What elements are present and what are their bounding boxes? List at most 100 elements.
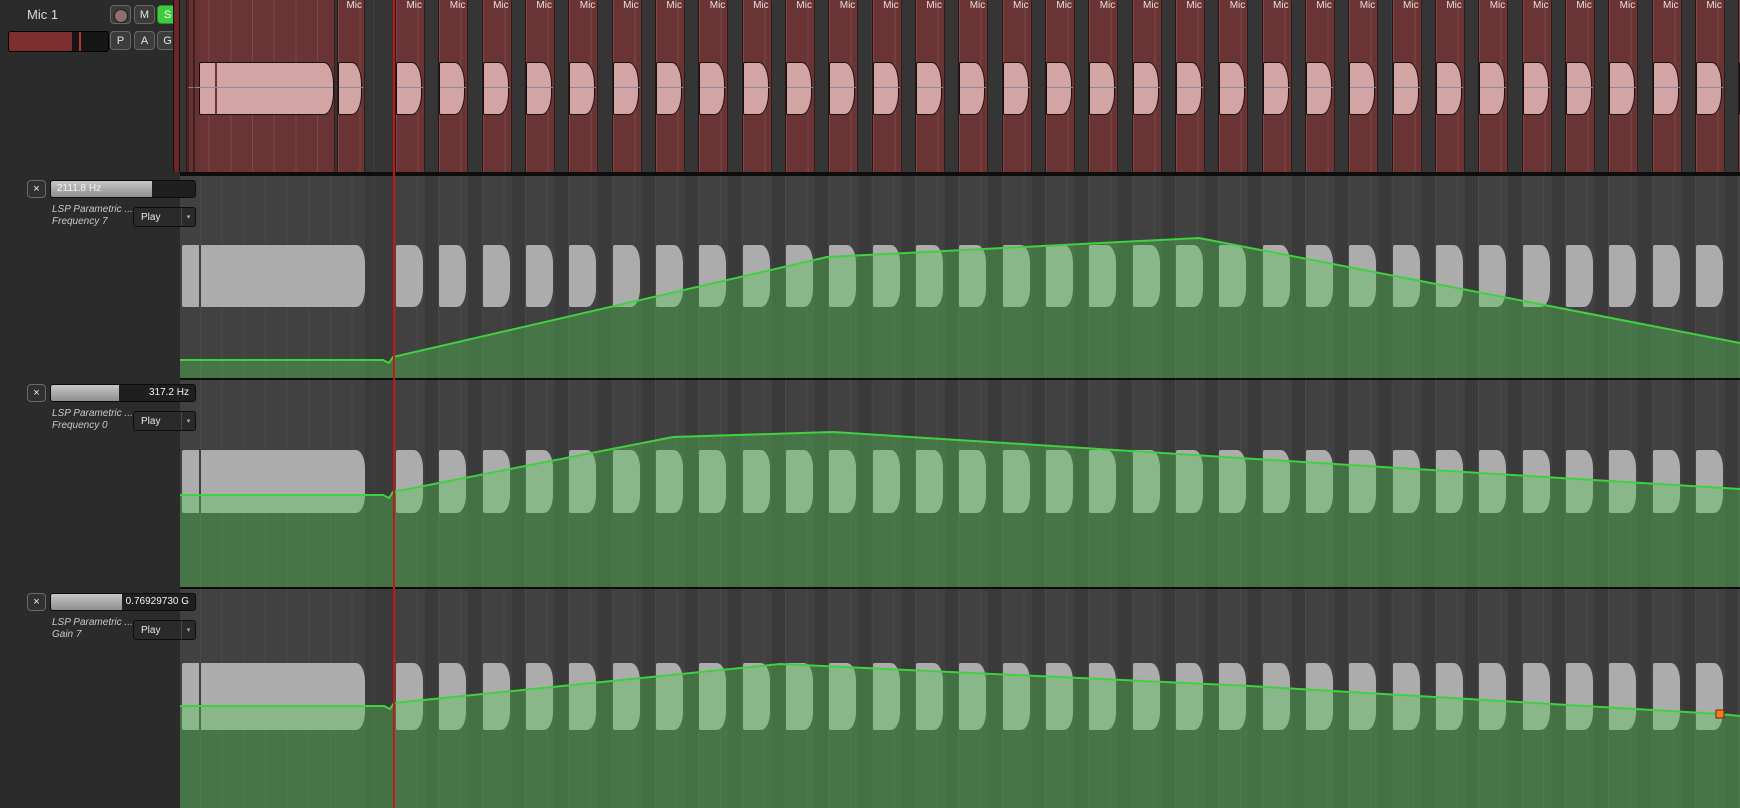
region-name-label: Mic (1359, 0, 1376, 11)
audio-region[interactable]: Mic (914, 0, 945, 172)
beat-gap-stripe (1118, 380, 1132, 587)
audio-region[interactable]: Mic (784, 0, 815, 172)
waveform (1002, 62, 1029, 115)
close-lane-button[interactable]: × (27, 180, 46, 198)
waveform-blob (482, 245, 510, 307)
mute-button[interactable]: M (134, 5, 155, 24)
playhead-cursor[interactable] (393, 0, 395, 808)
audio-region[interactable]: Mic (1608, 0, 1639, 172)
audio-track-lane[interactable]: Mic Mic Mic Mic Mic Mic Mic Mic Mic Mic Mic Mic Mic M… (180, 0, 1740, 172)
audio-region[interactable]: Mic (1564, 0, 1595, 172)
waveform-blob (182, 245, 365, 307)
audio-region[interactable] (186, 0, 335, 172)
audio-region[interactable]: Mic (1261, 0, 1292, 172)
audio-region[interactable]: Mic (438, 0, 469, 172)
beat-gap-stripe (1204, 176, 1219, 378)
audio-region[interactable]: Mic (958, 0, 989, 172)
audio-region[interactable]: Mic (654, 0, 685, 172)
parameter-name-label: Frequency 7 (52, 216, 108, 227)
beat-gap-stripe (1421, 589, 1435, 808)
lane-divider (180, 378, 1740, 380)
beat-gap-stripe (728, 380, 742, 587)
record-arm-button[interactable] (110, 5, 131, 24)
region-name-label: Mic (796, 0, 812, 11)
automation-mode-dropdown[interactable]: Play ▾ (133, 207, 196, 227)
waveform-centerline (339, 87, 363, 88)
beat-gap-stripe (1551, 589, 1565, 808)
audio-region[interactable]: Mic (337, 0, 365, 172)
beat-gap-stripe (1161, 176, 1175, 378)
gain-meter[interactable] (8, 31, 109, 52)
audio-region[interactable]: Mic (481, 0, 512, 172)
plugin-name-label: LSP Parametric ... (52, 204, 132, 215)
waveform-blob (959, 245, 987, 307)
waveform (872, 62, 899, 115)
waveform (1522, 62, 1549, 115)
audio-region[interactable]: Mic (1651, 0, 1682, 172)
audio-region[interactable]: Mic (871, 0, 902, 172)
audio-region[interactable]: Mic (568, 0, 599, 172)
beat-gap-stripe (1508, 176, 1522, 378)
audio-region[interactable]: Mic (1088, 0, 1119, 172)
beat-gap-stripe (1291, 589, 1305, 808)
automation-mode-dropdown[interactable]: Play ▾ (133, 620, 196, 640)
audio-region[interactable]: Mic (611, 0, 642, 172)
region-fade-in (187, 0, 199, 172)
audio-region[interactable]: Mic (1218, 0, 1249, 172)
automation-lane-frequency-0[interactable] (180, 380, 1740, 587)
track-controls-sidebar: Mic 1 M S P A G (0, 0, 180, 808)
close-lane-button[interactable]: × (27, 384, 46, 402)
waveform-blob (915, 245, 943, 307)
beat-gap-stripe (365, 589, 395, 808)
parameter-fader[interactable]: 317.2 Hz (50, 384, 196, 402)
waveform-blob (872, 663, 900, 730)
waveform-blob (569, 450, 597, 513)
region-name-label: Mic (1663, 0, 1679, 11)
audio-region[interactable]: Mic (1304, 0, 1335, 172)
region-name-label: Mic (1576, 0, 1592, 11)
waveform-blob (785, 450, 813, 513)
playlist-button[interactable]: P (110, 31, 131, 50)
automation-lane-frequency-7[interactable] (180, 176, 1740, 378)
automation-lane-gain-7[interactable] (180, 589, 1740, 808)
audio-region[interactable]: Mic (395, 0, 425, 172)
audio-region[interactable]: Mic (741, 0, 772, 172)
waveform (785, 62, 812, 115)
beat-gap-stripe (1248, 589, 1262, 808)
beat-gap-stripe (858, 589, 872, 808)
waveform-centerline (1220, 87, 1247, 88)
audio-region[interactable]: Mic (1521, 0, 1552, 172)
group-button[interactable]: G (157, 31, 178, 50)
audio-region[interactable]: Mic (828, 0, 859, 172)
audio-region[interactable]: Mic (1044, 0, 1075, 172)
audio-region[interactable]: Mic (1434, 0, 1465, 172)
region-name-label: Mic (449, 0, 466, 11)
audio-region[interactable]: Mic (1694, 0, 1725, 172)
region-name-label: Mic (1619, 0, 1636, 11)
waveform-blob (1565, 450, 1593, 513)
audio-region[interactable]: Mic (1391, 0, 1422, 172)
beat-gap-stripe (1291, 176, 1305, 378)
waveform-blob (1609, 245, 1637, 307)
waveform (1695, 62, 1722, 115)
parameter-fader[interactable]: 2111.8 Hz (50, 180, 196, 198)
automation-button[interactable]: A (134, 31, 155, 50)
waveform-blob (829, 245, 857, 307)
beat-gap-stripe (1074, 589, 1089, 808)
audio-region[interactable]: Mic (1131, 0, 1162, 172)
waveform (1609, 62, 1636, 115)
waveform-blob (1479, 245, 1507, 307)
waveform-centerline (656, 87, 683, 88)
parameter-fader[interactable]: 0.76929730 G (50, 593, 196, 611)
close-lane-button[interactable]: × (27, 593, 46, 611)
audio-region[interactable]: Mic (1174, 0, 1205, 172)
audio-region[interactable]: Mic (1478, 0, 1509, 172)
waveform (655, 62, 682, 115)
audio-region[interactable]: Mic (1001, 0, 1032, 172)
track-name[interactable]: Mic 1 (27, 7, 59, 22)
region-name-label: Mic (1099, 0, 1116, 11)
audio-region[interactable]: Mic (698, 0, 729, 172)
automation-mode-dropdown[interactable]: Play ▾ (133, 411, 196, 431)
audio-region[interactable]: Mic (1348, 0, 1379, 172)
audio-region[interactable]: Mic (524, 0, 555, 172)
